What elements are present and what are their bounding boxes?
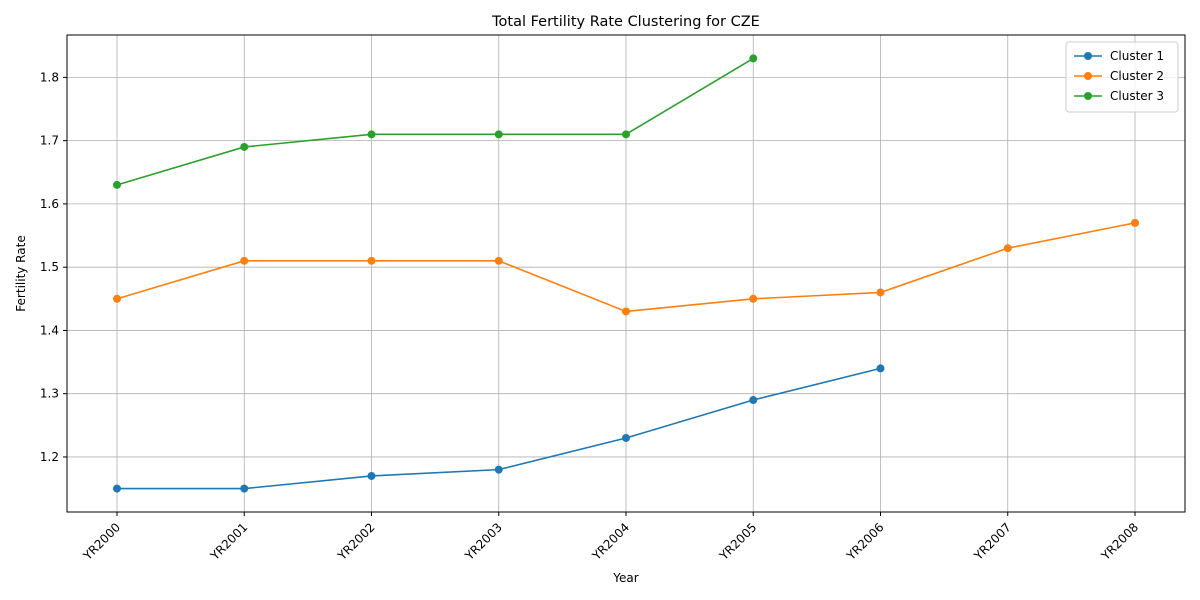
x-axis-label: Year <box>612 571 638 585</box>
legend-item: Cluster 2 <box>1074 69 1164 83</box>
data-point <box>367 471 376 480</box>
data-point <box>113 484 121 493</box>
data-point <box>876 288 885 297</box>
series-cluster-3 <box>113 54 758 189</box>
legend-marker <box>1084 52 1092 60</box>
chart-title: Total Fertility Rate Clustering for CZE <box>491 14 760 30</box>
series-layer <box>113 54 1139 493</box>
data-point <box>749 54 758 63</box>
data-point <box>367 130 376 139</box>
data-point <box>1131 218 1139 227</box>
legend-label: Cluster 2 <box>1110 69 1164 83</box>
y-axis-label: Fertility Rate <box>14 235 28 311</box>
data-point <box>240 256 249 265</box>
legend-item: Cluster 3 <box>1074 89 1164 103</box>
data-point <box>494 256 503 265</box>
data-point <box>494 465 503 474</box>
data-point <box>622 433 630 442</box>
data-point <box>113 180 121 189</box>
legend-marker <box>1084 72 1092 80</box>
y-tick-label: 1.6 <box>40 197 59 211</box>
legend-frame <box>1065 41 1179 113</box>
data-point <box>240 142 249 151</box>
legend-label: Cluster 1 <box>1110 49 1164 63</box>
legend-marker <box>1084 92 1092 100</box>
y-tick-label: 1.5 <box>40 260 59 274</box>
legend-item: Cluster 1 <box>1074 49 1164 63</box>
series-cluster-1 <box>113 364 885 493</box>
y-tick-label: 1.8 <box>40 70 59 84</box>
data-point <box>367 256 376 265</box>
data-point <box>622 307 630 316</box>
data-point <box>622 130 630 139</box>
legend: Cluster 1 Cluster 2 Cluster 3 <box>1065 41 1179 113</box>
data-point <box>749 396 758 405</box>
series-line <box>116 57 754 186</box>
y-tick-label: 1.4 <box>40 323 59 337</box>
legend-label: Cluster 3 <box>1110 89 1164 103</box>
y-tick-label: 1.3 <box>40 387 59 401</box>
data-point <box>494 130 503 139</box>
y-tick-label: 1.2 <box>40 450 59 464</box>
data-point <box>1003 244 1012 253</box>
data-point <box>113 294 121 303</box>
data-point <box>240 484 249 493</box>
y-tick-label: 1.7 <box>40 134 59 148</box>
data-point <box>749 294 758 303</box>
y-axis-ticks: 1.2 1.3 1.4 1.5 1.6 1.7 1.8 <box>40 70 67 464</box>
grid <box>67 35 1185 512</box>
series-cluster-2 <box>113 218 1139 316</box>
data-point <box>876 364 885 373</box>
